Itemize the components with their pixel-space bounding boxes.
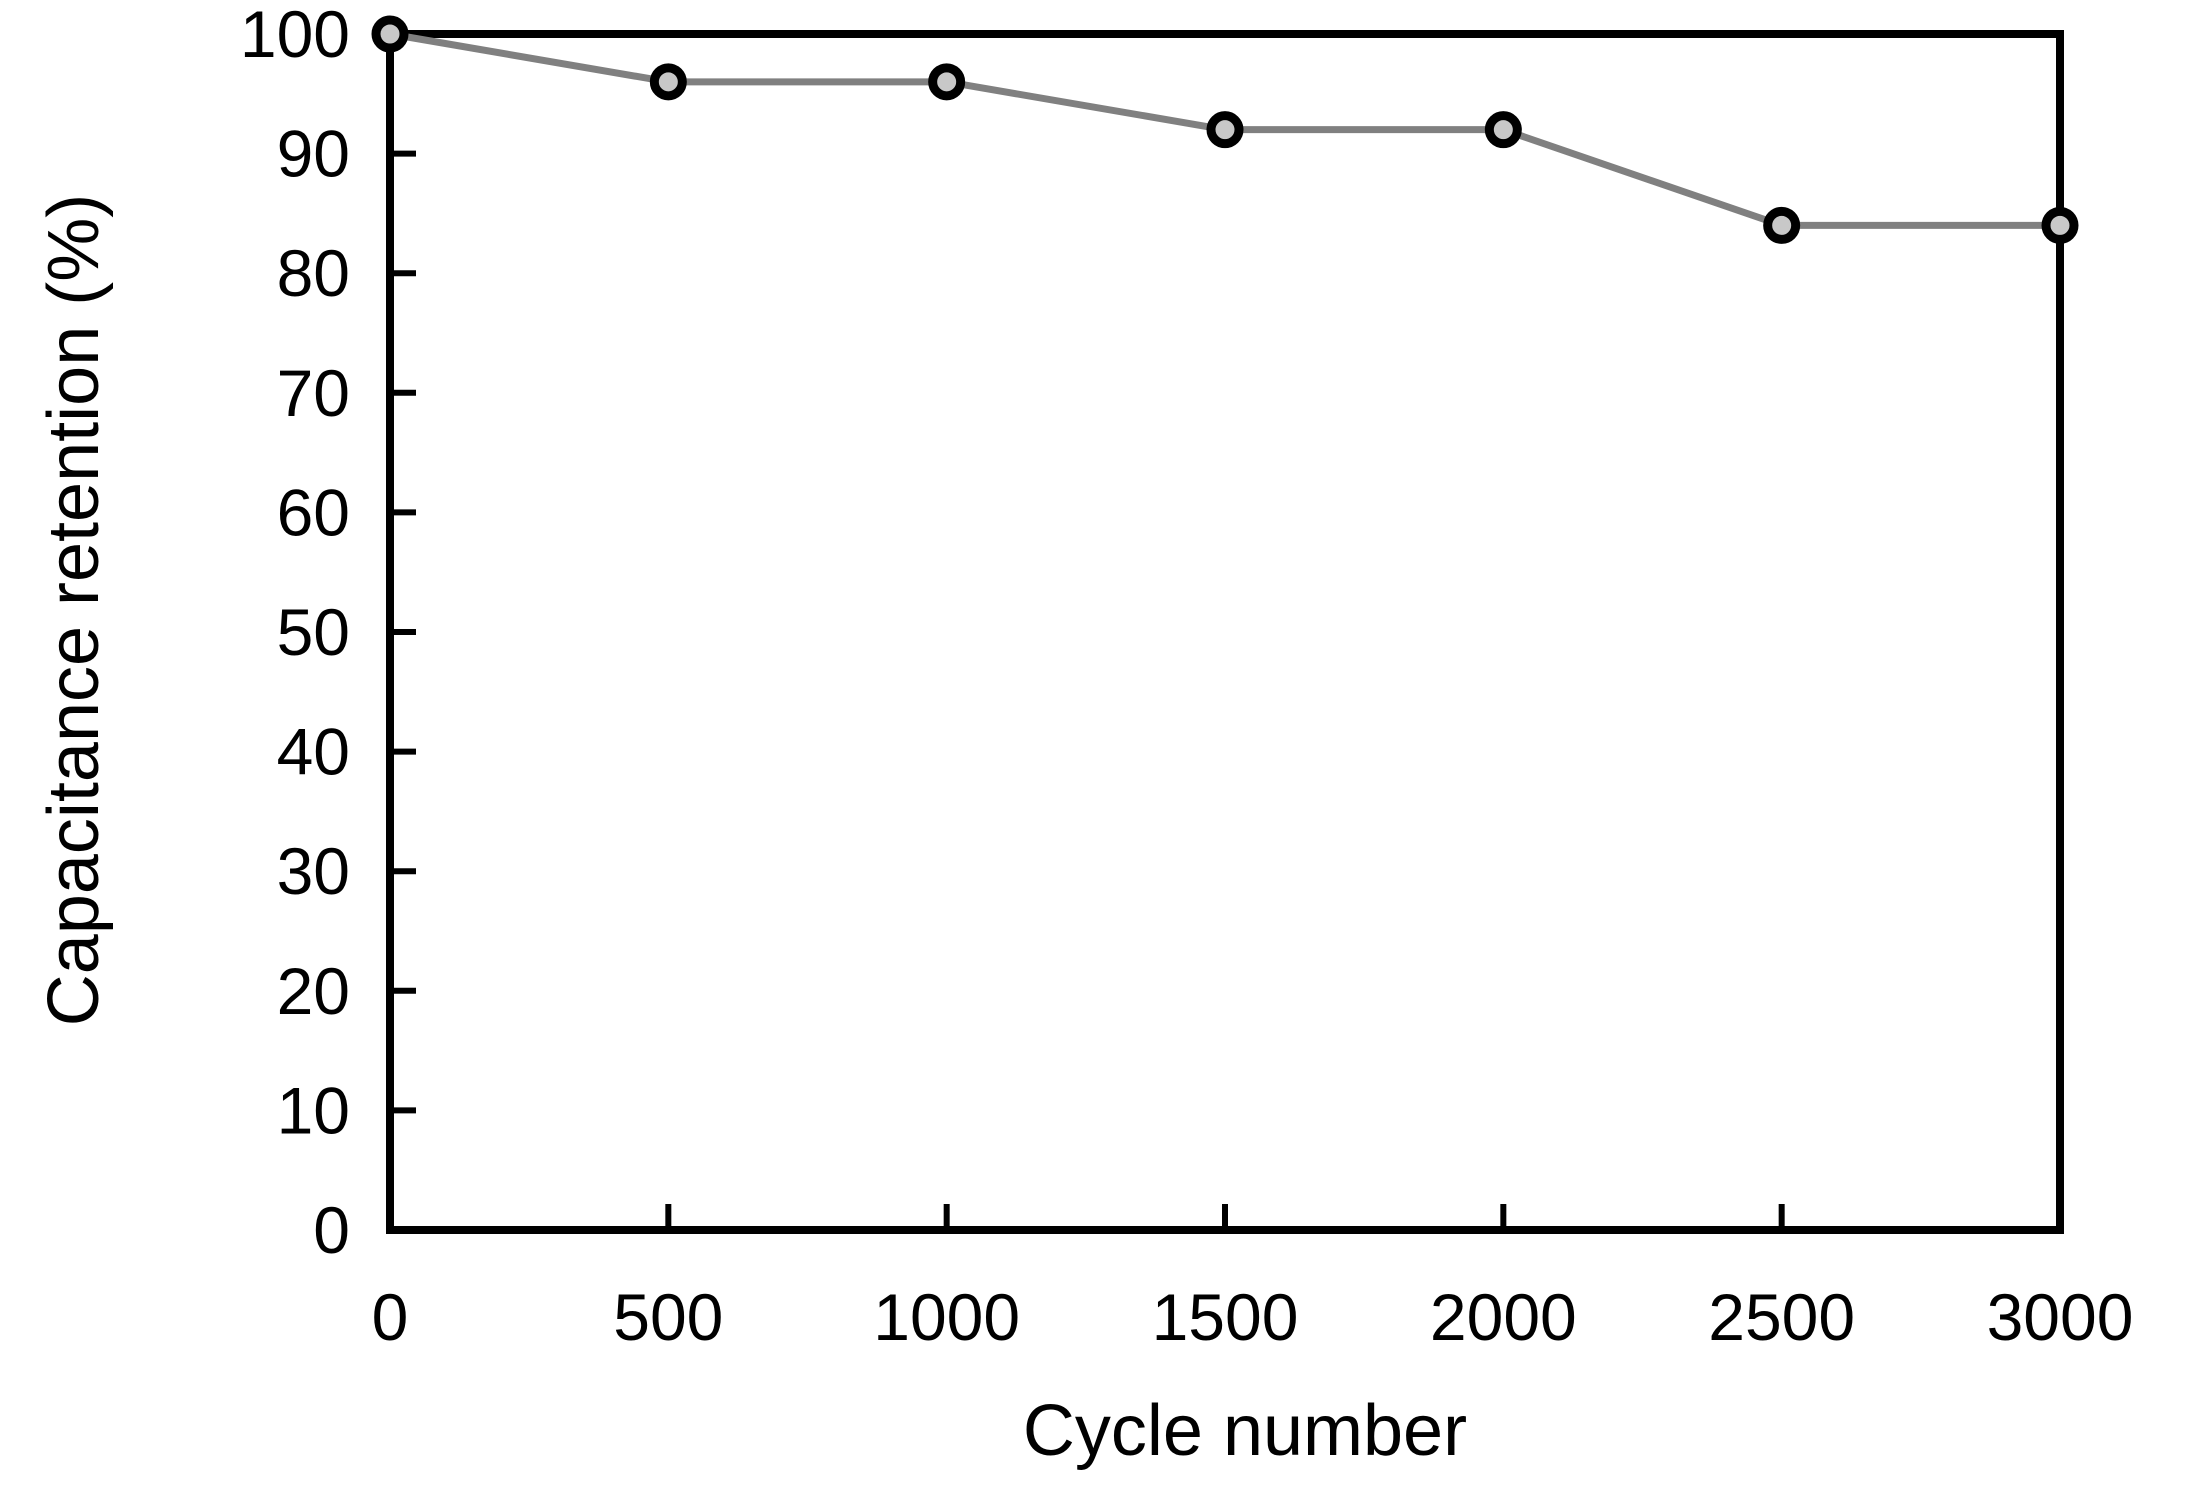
y-tick-label: 40 xyxy=(277,715,350,789)
data-point xyxy=(1484,111,1522,149)
y-tick-label: 10 xyxy=(277,1073,350,1147)
series-layer xyxy=(371,15,2079,244)
x-tick-label: 3000 xyxy=(1987,1280,2134,1354)
y-tick-label: 80 xyxy=(277,236,350,310)
data-point xyxy=(2041,206,2079,244)
data-point xyxy=(1206,111,1244,149)
y-tick-label: 20 xyxy=(277,954,350,1028)
data-point xyxy=(1763,206,1801,244)
x-tick-label: 0 xyxy=(372,1280,409,1354)
y-tick-label: 0 xyxy=(313,1193,350,1267)
x-tick-label: 2500 xyxy=(1708,1280,1855,1354)
x-tick-label: 1000 xyxy=(873,1280,1020,1354)
data-point xyxy=(649,63,687,101)
plot-frame-layer xyxy=(386,30,2064,1234)
y-tick-label: 50 xyxy=(277,595,350,669)
x-tick-label: 500 xyxy=(613,1280,723,1354)
y-tick-label: 100 xyxy=(240,0,350,71)
y-tick-label: 90 xyxy=(277,117,350,191)
y-tick-label: 30 xyxy=(277,834,350,908)
x-axis-title: Cycle number xyxy=(1023,1391,1467,1471)
y-tick-label: 70 xyxy=(277,356,350,430)
y-axis-title: Capacitance retention (%) xyxy=(34,194,114,1026)
plot-frame xyxy=(386,30,2064,1234)
data-point xyxy=(928,63,966,101)
ticks-layer xyxy=(387,31,2063,1233)
x-tick-label: 1500 xyxy=(1152,1280,1299,1354)
data-point xyxy=(371,15,409,53)
x-tick-label: 2000 xyxy=(1430,1280,1577,1354)
y-tick-label: 60 xyxy=(277,475,350,549)
